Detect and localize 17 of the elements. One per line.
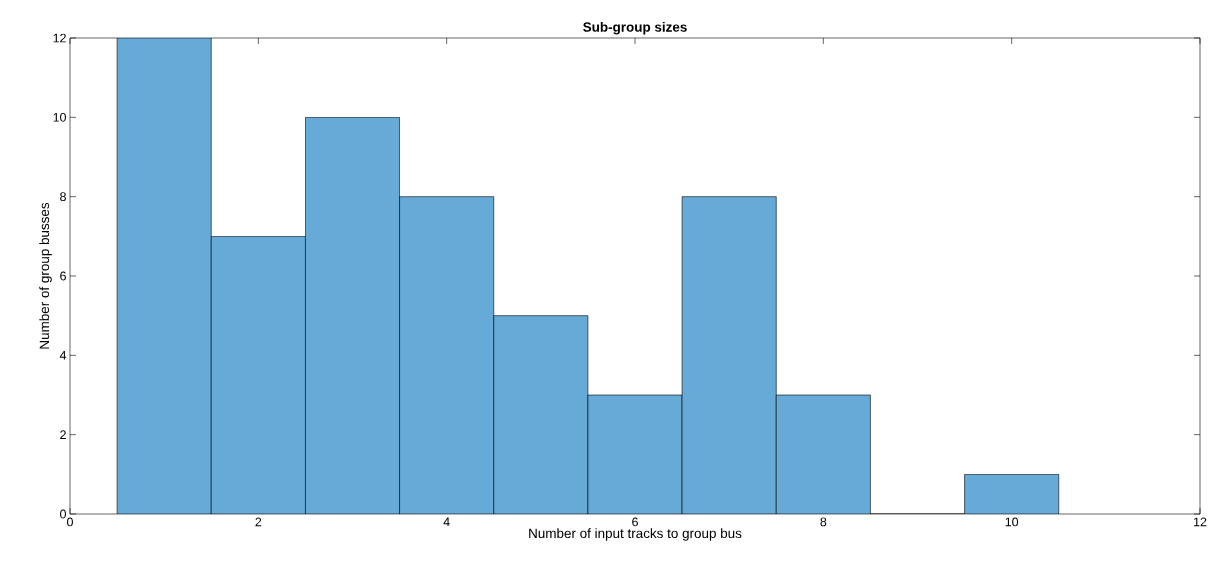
x-tick-label: 6 — [632, 517, 638, 527]
y-tick-label: 12 — [53, 33, 66, 43]
x-tick-label: 0 — [67, 517, 73, 527]
chart-title: Sub-group sizes — [583, 21, 687, 35]
y-tick-label: 8 — [60, 192, 66, 202]
x-tick-label: 4 — [443, 517, 450, 527]
y-axis-title: Number of group busses — [39, 202, 52, 349]
y-tick-label: 6 — [60, 271, 66, 281]
x-tick-label: 10 — [1005, 517, 1019, 527]
y-tick-label: 0 — [60, 509, 66, 519]
x-tick-label: 8 — [820, 517, 827, 527]
y-tick-label: 4 — [59, 351, 67, 360]
x-tick-label: 2 — [255, 517, 262, 527]
x-tick-label: 12 — [1194, 517, 1207, 527]
y-tick-label: 10 — [53, 112, 66, 122]
y-tick-label: 2 — [60, 430, 66, 440]
x-axis-title: Number of input tracks to group bus — [529, 528, 742, 541]
